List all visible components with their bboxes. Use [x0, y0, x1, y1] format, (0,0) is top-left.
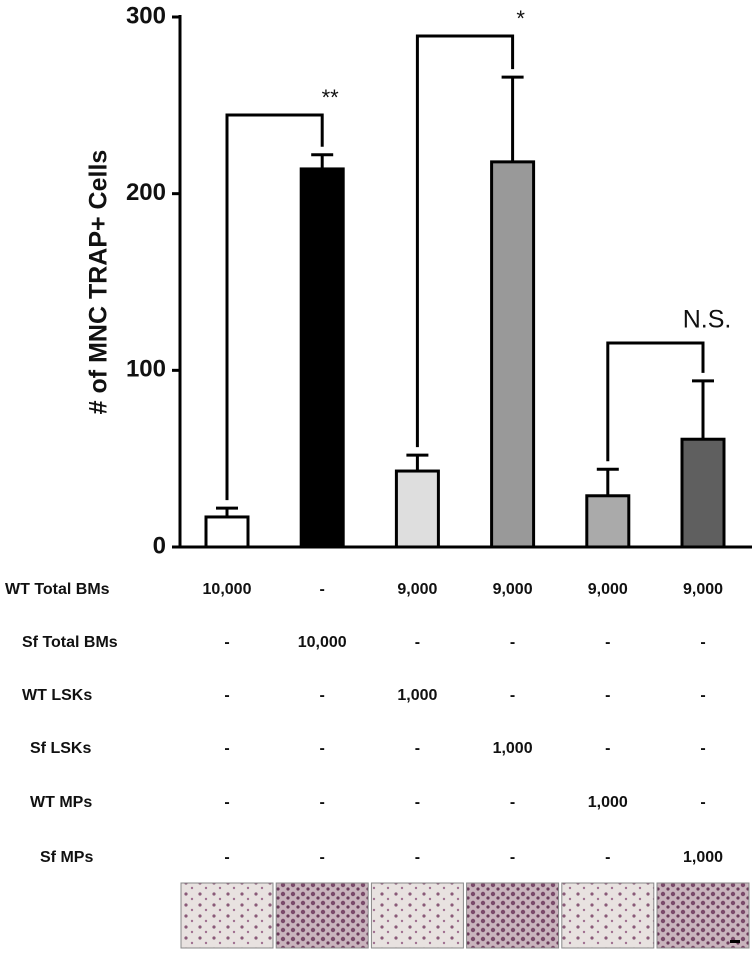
table-cell: - [320, 794, 325, 811]
row-label: Sf MPs [40, 849, 93, 866]
table-cell: - [224, 634, 229, 651]
table-cell: 10,000 [298, 634, 347, 651]
significance-bracket [415, 34, 515, 448]
bar [680, 437, 726, 549]
table-cell: - [415, 849, 420, 866]
table-cell: 9,000 [683, 581, 723, 598]
micrograph [656, 882, 750, 949]
table-cell: 1,000 [397, 687, 437, 704]
micrograph [466, 882, 560, 949]
y-tick-label: 100 [126, 356, 166, 383]
row-label: WT LSKs [22, 687, 92, 704]
table-cell: 1,000 [493, 740, 533, 757]
row-label: Sf LSKs [30, 740, 91, 757]
table-cell: - [320, 687, 325, 704]
table-cell: - [320, 849, 325, 866]
table-cell: - [605, 849, 610, 866]
table-cell: 9,000 [588, 581, 628, 598]
micrograph [370, 882, 464, 949]
table-cell: - [700, 740, 705, 757]
table-cell: - [605, 634, 610, 651]
table-cell: - [224, 740, 229, 757]
micrograph [561, 882, 655, 949]
table-cell: - [700, 687, 705, 704]
significance-bracket [606, 341, 705, 462]
table-cell: 10,000 [203, 581, 252, 598]
table-cell: 1,000 [683, 849, 723, 866]
scale-bar [730, 940, 740, 943]
micrograph [275, 882, 369, 949]
bar [299, 167, 345, 549]
y-tick-label: 200 [126, 179, 166, 206]
y-tick-label: 0 [153, 532, 166, 559]
table-cell: - [510, 634, 515, 651]
table-cell: - [415, 794, 420, 811]
bar [204, 515, 250, 549]
table-cell: - [700, 794, 705, 811]
significance-bracket [225, 113, 324, 501]
table-cell: - [224, 794, 229, 811]
bar [490, 160, 536, 549]
significance-label: N.S. [683, 306, 732, 334]
bar [585, 494, 631, 549]
table-cell: - [320, 581, 325, 598]
y-axis-label: # of MNC TRAP+ Cells [85, 150, 113, 415]
micrograph [180, 882, 274, 949]
table-cell: - [605, 687, 610, 704]
table-cell: - [605, 740, 610, 757]
significance-label: ** [322, 85, 340, 110]
row-label: WT MPs [30, 794, 92, 811]
table-cell: - [510, 794, 515, 811]
table-cell: - [510, 849, 515, 866]
y-tick-label: 300 [126, 2, 166, 29]
bar [394, 469, 440, 549]
significance-label: * [516, 6, 525, 31]
table-cell: - [415, 634, 420, 651]
table-cell: - [700, 634, 705, 651]
row-label: Sf Total BMs [22, 634, 118, 651]
row-label: WT Total BMs [5, 581, 110, 598]
table-cell: 9,000 [397, 581, 437, 598]
table-cell: - [510, 687, 515, 704]
table-cell: 1,000 [588, 794, 628, 811]
table-cell: 9,000 [493, 581, 533, 598]
table-cell: - [224, 687, 229, 704]
table-cell: - [415, 740, 420, 757]
table-cell: - [224, 849, 229, 866]
table-cell: - [320, 740, 325, 757]
